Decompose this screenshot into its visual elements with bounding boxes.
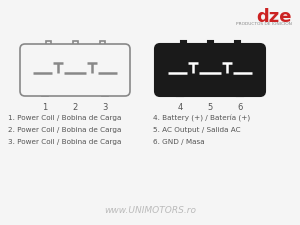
Text: 2. Power Coil / Bobina de Carga: 2. Power Coil / Bobina de Carga bbox=[8, 127, 122, 133]
Bar bbox=[177, 91, 183, 96]
Text: 1: 1 bbox=[42, 103, 48, 112]
Text: 2: 2 bbox=[72, 103, 78, 112]
Text: 5. AC Output / Salida AC: 5. AC Output / Salida AC bbox=[153, 127, 241, 133]
Bar bbox=[73, 41, 77, 49]
Text: 5: 5 bbox=[207, 103, 213, 112]
Bar bbox=[237, 91, 243, 96]
Text: 6. GND / Masa: 6. GND / Masa bbox=[153, 139, 205, 145]
Bar bbox=[235, 41, 239, 49]
Text: 4. Battery (+) / Batería (+): 4. Battery (+) / Batería (+) bbox=[153, 115, 250, 122]
Text: 6: 6 bbox=[237, 103, 243, 112]
Bar bbox=[100, 41, 104, 49]
Text: 4: 4 bbox=[177, 103, 183, 112]
Bar bbox=[102, 91, 108, 96]
Text: 3. Power Coil / Bobina de Carga: 3. Power Coil / Bobina de Carga bbox=[8, 139, 122, 145]
Bar bbox=[42, 91, 48, 96]
Text: PRODUCTOS DE IGNICION: PRODUCTOS DE IGNICION bbox=[236, 22, 292, 26]
FancyBboxPatch shape bbox=[155, 44, 265, 96]
Bar bbox=[208, 41, 212, 49]
FancyBboxPatch shape bbox=[20, 44, 130, 96]
Text: dze: dze bbox=[256, 8, 292, 26]
Bar bbox=[181, 41, 185, 49]
Text: 1. Power Coil / Bobina de Carga: 1. Power Coil / Bobina de Carga bbox=[8, 115, 122, 121]
Text: www.UNIMOTORS.ro: www.UNIMOTORS.ro bbox=[104, 206, 196, 215]
Text: 3: 3 bbox=[102, 103, 108, 112]
Bar bbox=[46, 41, 50, 49]
